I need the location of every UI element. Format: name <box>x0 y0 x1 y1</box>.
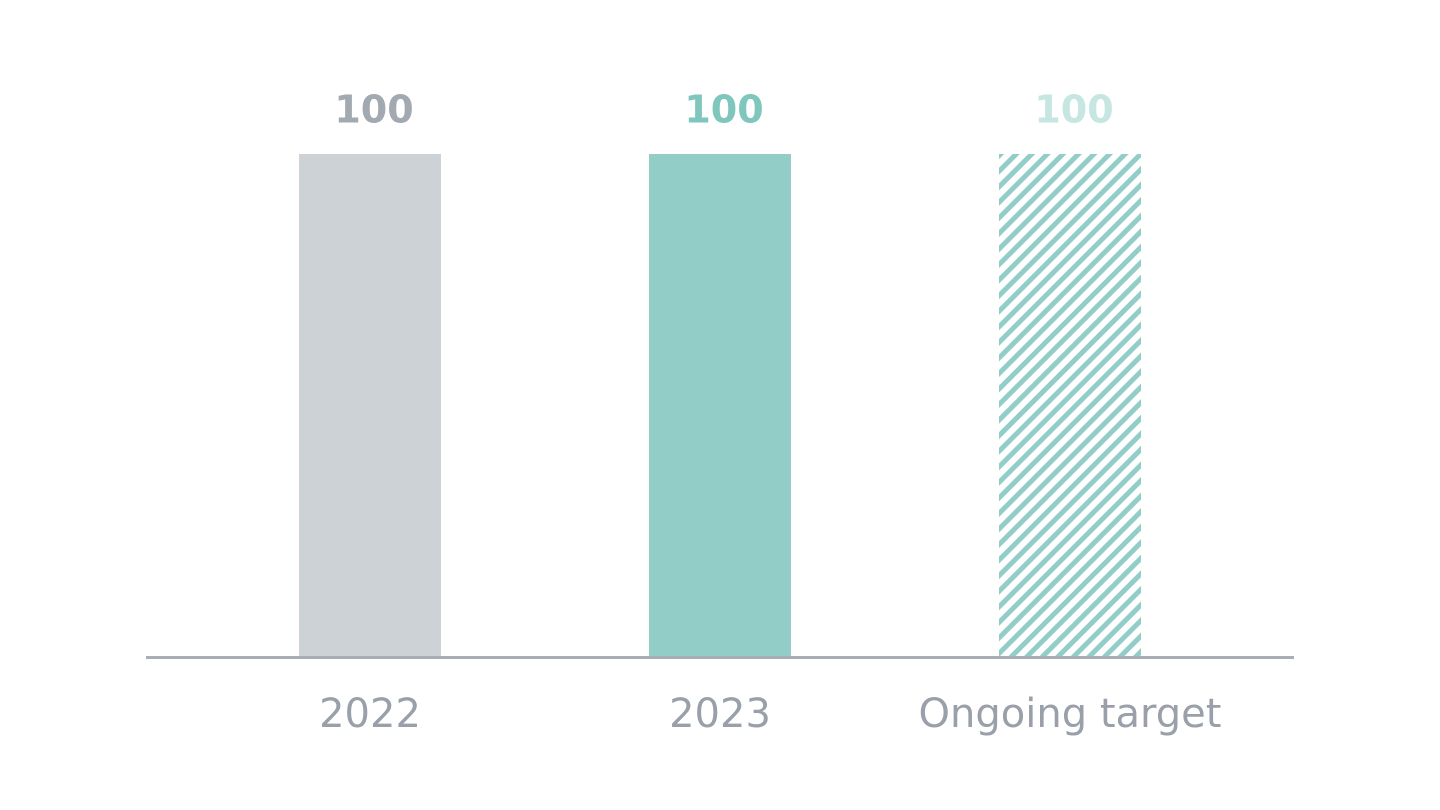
value-label: 100 <box>334 88 413 132</box>
value-label: 100 <box>1034 88 1113 132</box>
x-tick-label: 2022 <box>319 691 421 737</box>
bar <box>999 154 1141 656</box>
x-tick-label: 2023 <box>669 691 771 737</box>
bar <box>649 154 791 656</box>
x-tick-label: Ongoing target <box>919 691 1222 737</box>
value-label: 100 <box>684 88 763 132</box>
bar <box>299 154 441 656</box>
